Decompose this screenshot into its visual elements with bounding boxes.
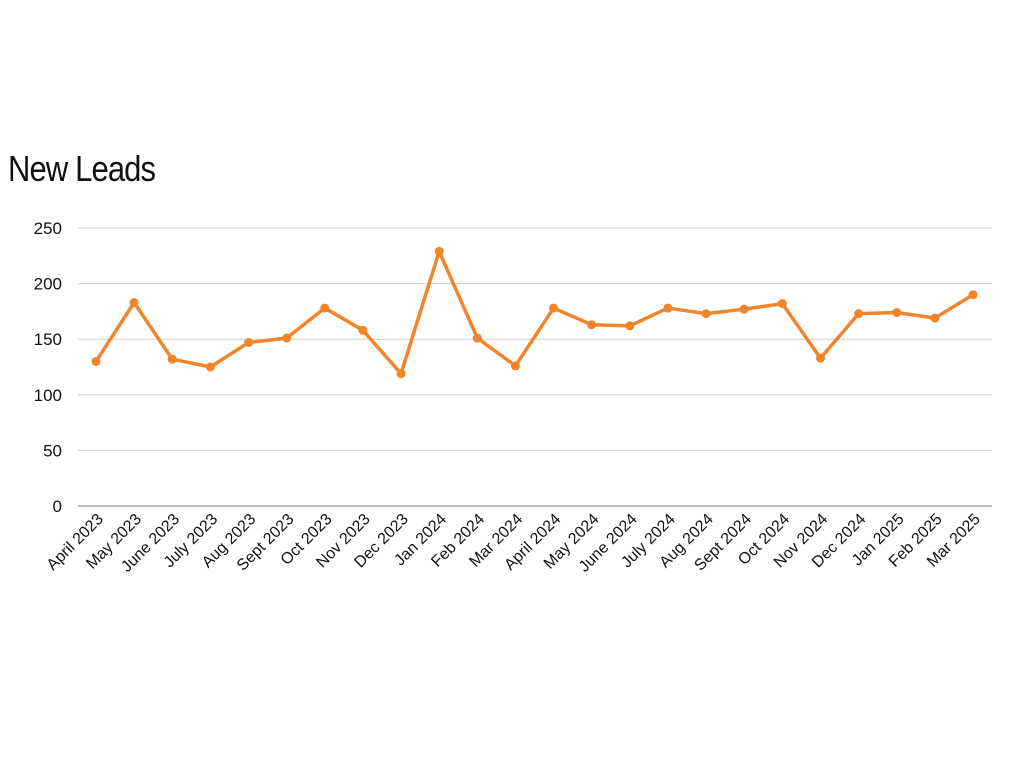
data-point xyxy=(358,325,368,335)
y-tick-label: 200 xyxy=(34,275,62,294)
data-point xyxy=(167,354,177,364)
data-point xyxy=(968,290,978,300)
data-point xyxy=(777,299,787,309)
data-point xyxy=(205,362,215,372)
data-point xyxy=(129,298,139,308)
data-point xyxy=(434,246,444,256)
data-point xyxy=(739,304,749,314)
data-point xyxy=(663,303,673,313)
data-point xyxy=(701,309,711,319)
data-point xyxy=(510,361,520,371)
data-point xyxy=(320,303,330,313)
y-tick-label: 50 xyxy=(43,441,62,460)
data-point xyxy=(587,320,597,330)
data-point xyxy=(91,356,101,366)
data-point xyxy=(396,369,406,379)
data-point xyxy=(815,353,825,363)
gridlines xyxy=(78,227,992,507)
data-point xyxy=(854,309,864,319)
data-point xyxy=(930,313,940,323)
data-point xyxy=(625,321,635,331)
data-point xyxy=(282,333,292,343)
data-point xyxy=(549,303,559,313)
data-point xyxy=(892,308,902,318)
y-tick-label: 250 xyxy=(34,219,62,238)
data-point xyxy=(244,338,254,348)
y-axis-tick-labels: 0 50 100 150 200 250 xyxy=(34,219,62,516)
series-new-leads xyxy=(91,246,978,379)
chart-title: New Leads xyxy=(8,148,156,189)
y-tick-label: 0 xyxy=(53,497,62,516)
y-tick-label: 100 xyxy=(34,386,62,405)
y-tick-label: 150 xyxy=(34,330,62,349)
data-point xyxy=(472,333,482,343)
series-line xyxy=(94,249,975,376)
